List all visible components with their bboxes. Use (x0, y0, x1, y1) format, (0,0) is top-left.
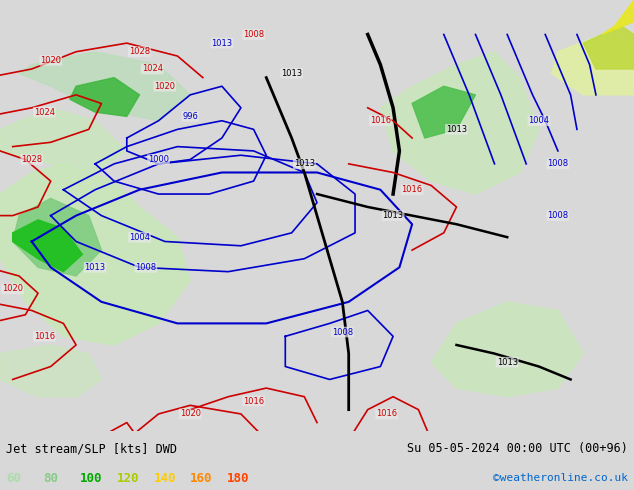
Polygon shape (583, 26, 634, 69)
Text: 1013: 1013 (446, 125, 467, 134)
Text: 1028: 1028 (129, 47, 150, 56)
Text: 1013: 1013 (294, 159, 315, 169)
Text: 1013: 1013 (281, 69, 302, 78)
Text: 1013: 1013 (211, 39, 233, 48)
Text: 1016: 1016 (243, 396, 264, 406)
Text: Jet stream/SLP [kts] DWD: Jet stream/SLP [kts] DWD (6, 442, 178, 455)
Text: 1024: 1024 (141, 65, 163, 74)
Polygon shape (0, 164, 190, 345)
Polygon shape (0, 345, 101, 397)
Polygon shape (13, 198, 101, 276)
Polygon shape (431, 302, 583, 397)
Text: 1004: 1004 (129, 233, 150, 242)
Text: 80: 80 (43, 472, 58, 485)
Polygon shape (552, 34, 634, 95)
Text: 160: 160 (190, 472, 212, 485)
Text: 1013: 1013 (382, 211, 404, 220)
Text: Su 05-05-2024 00:00 UTC (00+96): Su 05-05-2024 00:00 UTC (00+96) (407, 442, 628, 455)
Text: 1000: 1000 (148, 155, 169, 164)
Text: 1008: 1008 (243, 30, 264, 39)
Text: 1016: 1016 (34, 332, 55, 341)
Text: 1013: 1013 (496, 358, 518, 367)
Text: ©weatheronline.co.uk: ©weatheronline.co.uk (493, 473, 628, 483)
Polygon shape (70, 77, 139, 117)
Text: 1020: 1020 (179, 410, 201, 418)
Text: 120: 120 (117, 472, 139, 485)
Polygon shape (602, 0, 634, 34)
Text: 1020: 1020 (154, 82, 176, 91)
Text: 1008: 1008 (332, 327, 353, 337)
Polygon shape (412, 86, 476, 138)
Text: 1020: 1020 (2, 284, 23, 294)
Text: 1016: 1016 (376, 410, 398, 418)
Text: 1008: 1008 (547, 159, 569, 169)
Polygon shape (13, 220, 82, 271)
Text: 1008: 1008 (135, 263, 157, 272)
Text: 1024: 1024 (34, 108, 55, 117)
Text: 1028: 1028 (21, 155, 42, 164)
Text: 180: 180 (227, 472, 249, 485)
Text: 60: 60 (6, 472, 22, 485)
Polygon shape (0, 108, 127, 172)
Polygon shape (380, 52, 539, 194)
Text: 996: 996 (182, 112, 198, 121)
Text: 140: 140 (153, 472, 176, 485)
Text: 1004: 1004 (528, 116, 550, 125)
Polygon shape (19, 52, 190, 121)
Text: 1013: 1013 (84, 263, 106, 272)
Text: 100: 100 (80, 472, 102, 485)
Text: 1008: 1008 (547, 211, 569, 220)
Text: 1016: 1016 (370, 116, 391, 125)
Text: 1016: 1016 (401, 185, 423, 194)
Text: 1020: 1020 (40, 56, 61, 65)
